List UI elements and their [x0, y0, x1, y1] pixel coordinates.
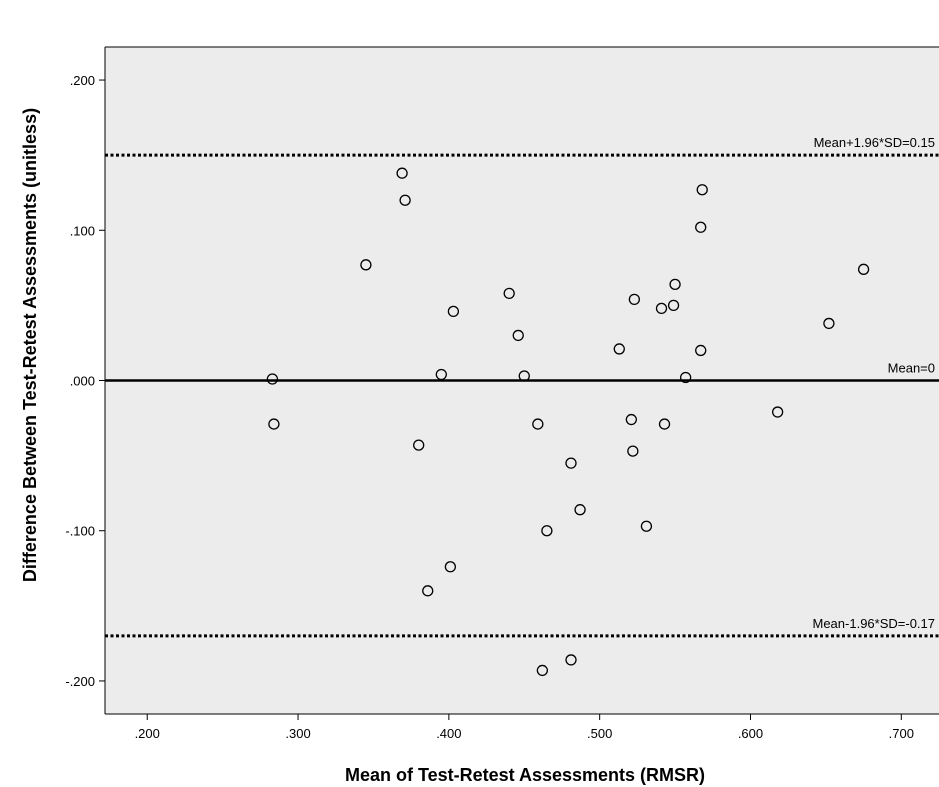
y-tick-label-1: .100 — [70, 223, 95, 238]
x-tick-label-1: .300 — [285, 726, 310, 741]
reference-line-label-2: Mean-1.96*SD=-0.17 — [813, 616, 936, 631]
data-point-19 — [613, 343, 625, 355]
data-point-7 — [435, 368, 447, 381]
data-point-32 — [771, 406, 784, 418]
data-point-3 — [396, 167, 408, 179]
data-point-5 — [413, 439, 425, 451]
data-point-4 — [399, 194, 411, 206]
data-point-23 — [640, 520, 653, 532]
data-point-8 — [444, 561, 457, 573]
y-tick-label-0: .200 — [70, 73, 95, 88]
reference-lines: Mean+1.96*SD=0.15 Mean=0 Mean-1.96*SD=-0.1… — [105, 135, 939, 638]
data-point-20 — [625, 413, 637, 426]
data-point-29 — [695, 344, 707, 357]
data-point-22 — [628, 293, 641, 306]
data-point-0 — [266, 373, 279, 385]
data-point-2 — [360, 259, 372, 271]
y-axis-ticks: .200 .100 .000 -.100 -.200 — [65, 73, 105, 689]
data-point-15 — [541, 525, 553, 537]
data-point-31 — [696, 184, 708, 196]
data-point-12 — [518, 370, 530, 382]
data-point-21 — [627, 445, 639, 457]
data-point-6 — [422, 585, 434, 597]
data-point-27 — [669, 278, 681, 291]
data-point-25 — [658, 418, 671, 430]
y-tick-label-4: -.200 — [65, 674, 95, 689]
data-point-11 — [512, 329, 524, 342]
data-points — [266, 167, 870, 677]
reference-line-label-1: Mean=0 — [888, 361, 935, 376]
data-point-17 — [565, 654, 577, 666]
x-tick-label-4: .600 — [738, 726, 763, 741]
x-tick-label-3: .500 — [587, 726, 612, 741]
data-point-34 — [857, 263, 870, 275]
x-tick-label-0: .200 — [135, 726, 160, 741]
x-axis-ticks: .200 .300 .400 .500 .600 .700 — [135, 714, 914, 741]
y-tick-label-3: -.100 — [65, 524, 95, 539]
data-point-30 — [695, 221, 707, 233]
data-point-9 — [447, 305, 460, 318]
data-point-28 — [679, 371, 692, 384]
data-point-18 — [574, 504, 586, 516]
y-tick-label-2: .000 — [70, 374, 95, 389]
x-tick-label-5: .700 — [889, 726, 914, 741]
reference-line-label-0: Mean+1.96*SD=0.15 — [814, 135, 935, 150]
data-point-16 — [565, 457, 577, 469]
data-point-26 — [667, 299, 680, 312]
data-point-1 — [268, 418, 280, 430]
data-point-13 — [532, 418, 544, 430]
x-tick-label-2: .400 — [436, 726, 461, 741]
data-point-24 — [655, 302, 668, 315]
y-axis-title: Difference Between Test-Retest Assessmen… — [20, 108, 40, 582]
x-axis-title: Mean of Test-Retest Assessments (RMSR) — [345, 765, 705, 785]
data-point-10 — [503, 287, 515, 300]
data-point-33 — [823, 317, 835, 330]
data-point-14 — [536, 664, 549, 677]
